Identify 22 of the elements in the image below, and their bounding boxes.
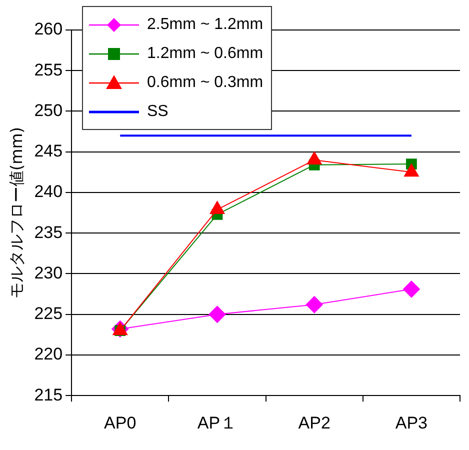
x-tick-label: AP0 [104,413,136,432]
y-tick-label: 230 [34,263,63,282]
x-tick-label: AP１ [197,413,238,432]
y-tick-label: 220 [34,344,63,364]
legend-label: 2.5mm ~ 1.2mm [147,16,264,34]
x-tick-label: AP3 [395,413,428,432]
y-tick-label: 245 [34,142,63,161]
point [402,280,420,298]
y-tick-label: 240 [34,182,63,202]
point [306,296,323,314]
legend-label: 0.6mm ~ 0.3mm [147,74,264,92]
y-tick-label: 225 [34,304,63,324]
point [208,306,226,323]
y-axis-title: モルタルフロー値(mm) [6,126,26,299]
x-tick-label: AP2 [298,413,330,432]
y-tick-label: 260 [34,20,63,39]
legend-label: SS [147,102,168,120]
legend-label: 1.2mm ~ 0.6mm [147,44,264,62]
y-tick-label: 250 [34,100,63,120]
y-tick-label: 215 [34,385,63,404]
y-tick-label: 255 [34,60,63,80]
y-tick-label: 235 [34,222,63,242]
